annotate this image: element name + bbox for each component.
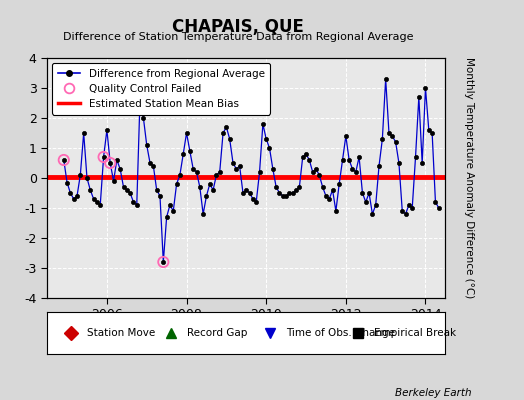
- Text: Berkeley Earth: Berkeley Earth: [395, 388, 472, 398]
- Text: Empirical Break: Empirical Break: [374, 328, 456, 338]
- Text: Difference of Station Temperature Data from Regional Average: Difference of Station Temperature Data f…: [63, 32, 413, 42]
- Text: Station Move: Station Move: [87, 328, 155, 338]
- Y-axis label: Monthly Temperature Anomaly Difference (°C): Monthly Temperature Anomaly Difference (…: [464, 57, 474, 299]
- Text: CHAPAIS, QUE: CHAPAIS, QUE: [172, 18, 304, 36]
- Point: [139, 94, 148, 100]
- Point: [60, 157, 68, 163]
- Text: Record Gap: Record Gap: [187, 328, 247, 338]
- Point: [100, 154, 108, 160]
- Point: [106, 160, 114, 166]
- Legend: Difference from Regional Average, Quality Control Failed, Estimated Station Mean: Difference from Regional Average, Qualit…: [52, 63, 270, 114]
- Point: [159, 259, 168, 265]
- Text: Time of Obs. Change: Time of Obs. Change: [286, 328, 395, 338]
